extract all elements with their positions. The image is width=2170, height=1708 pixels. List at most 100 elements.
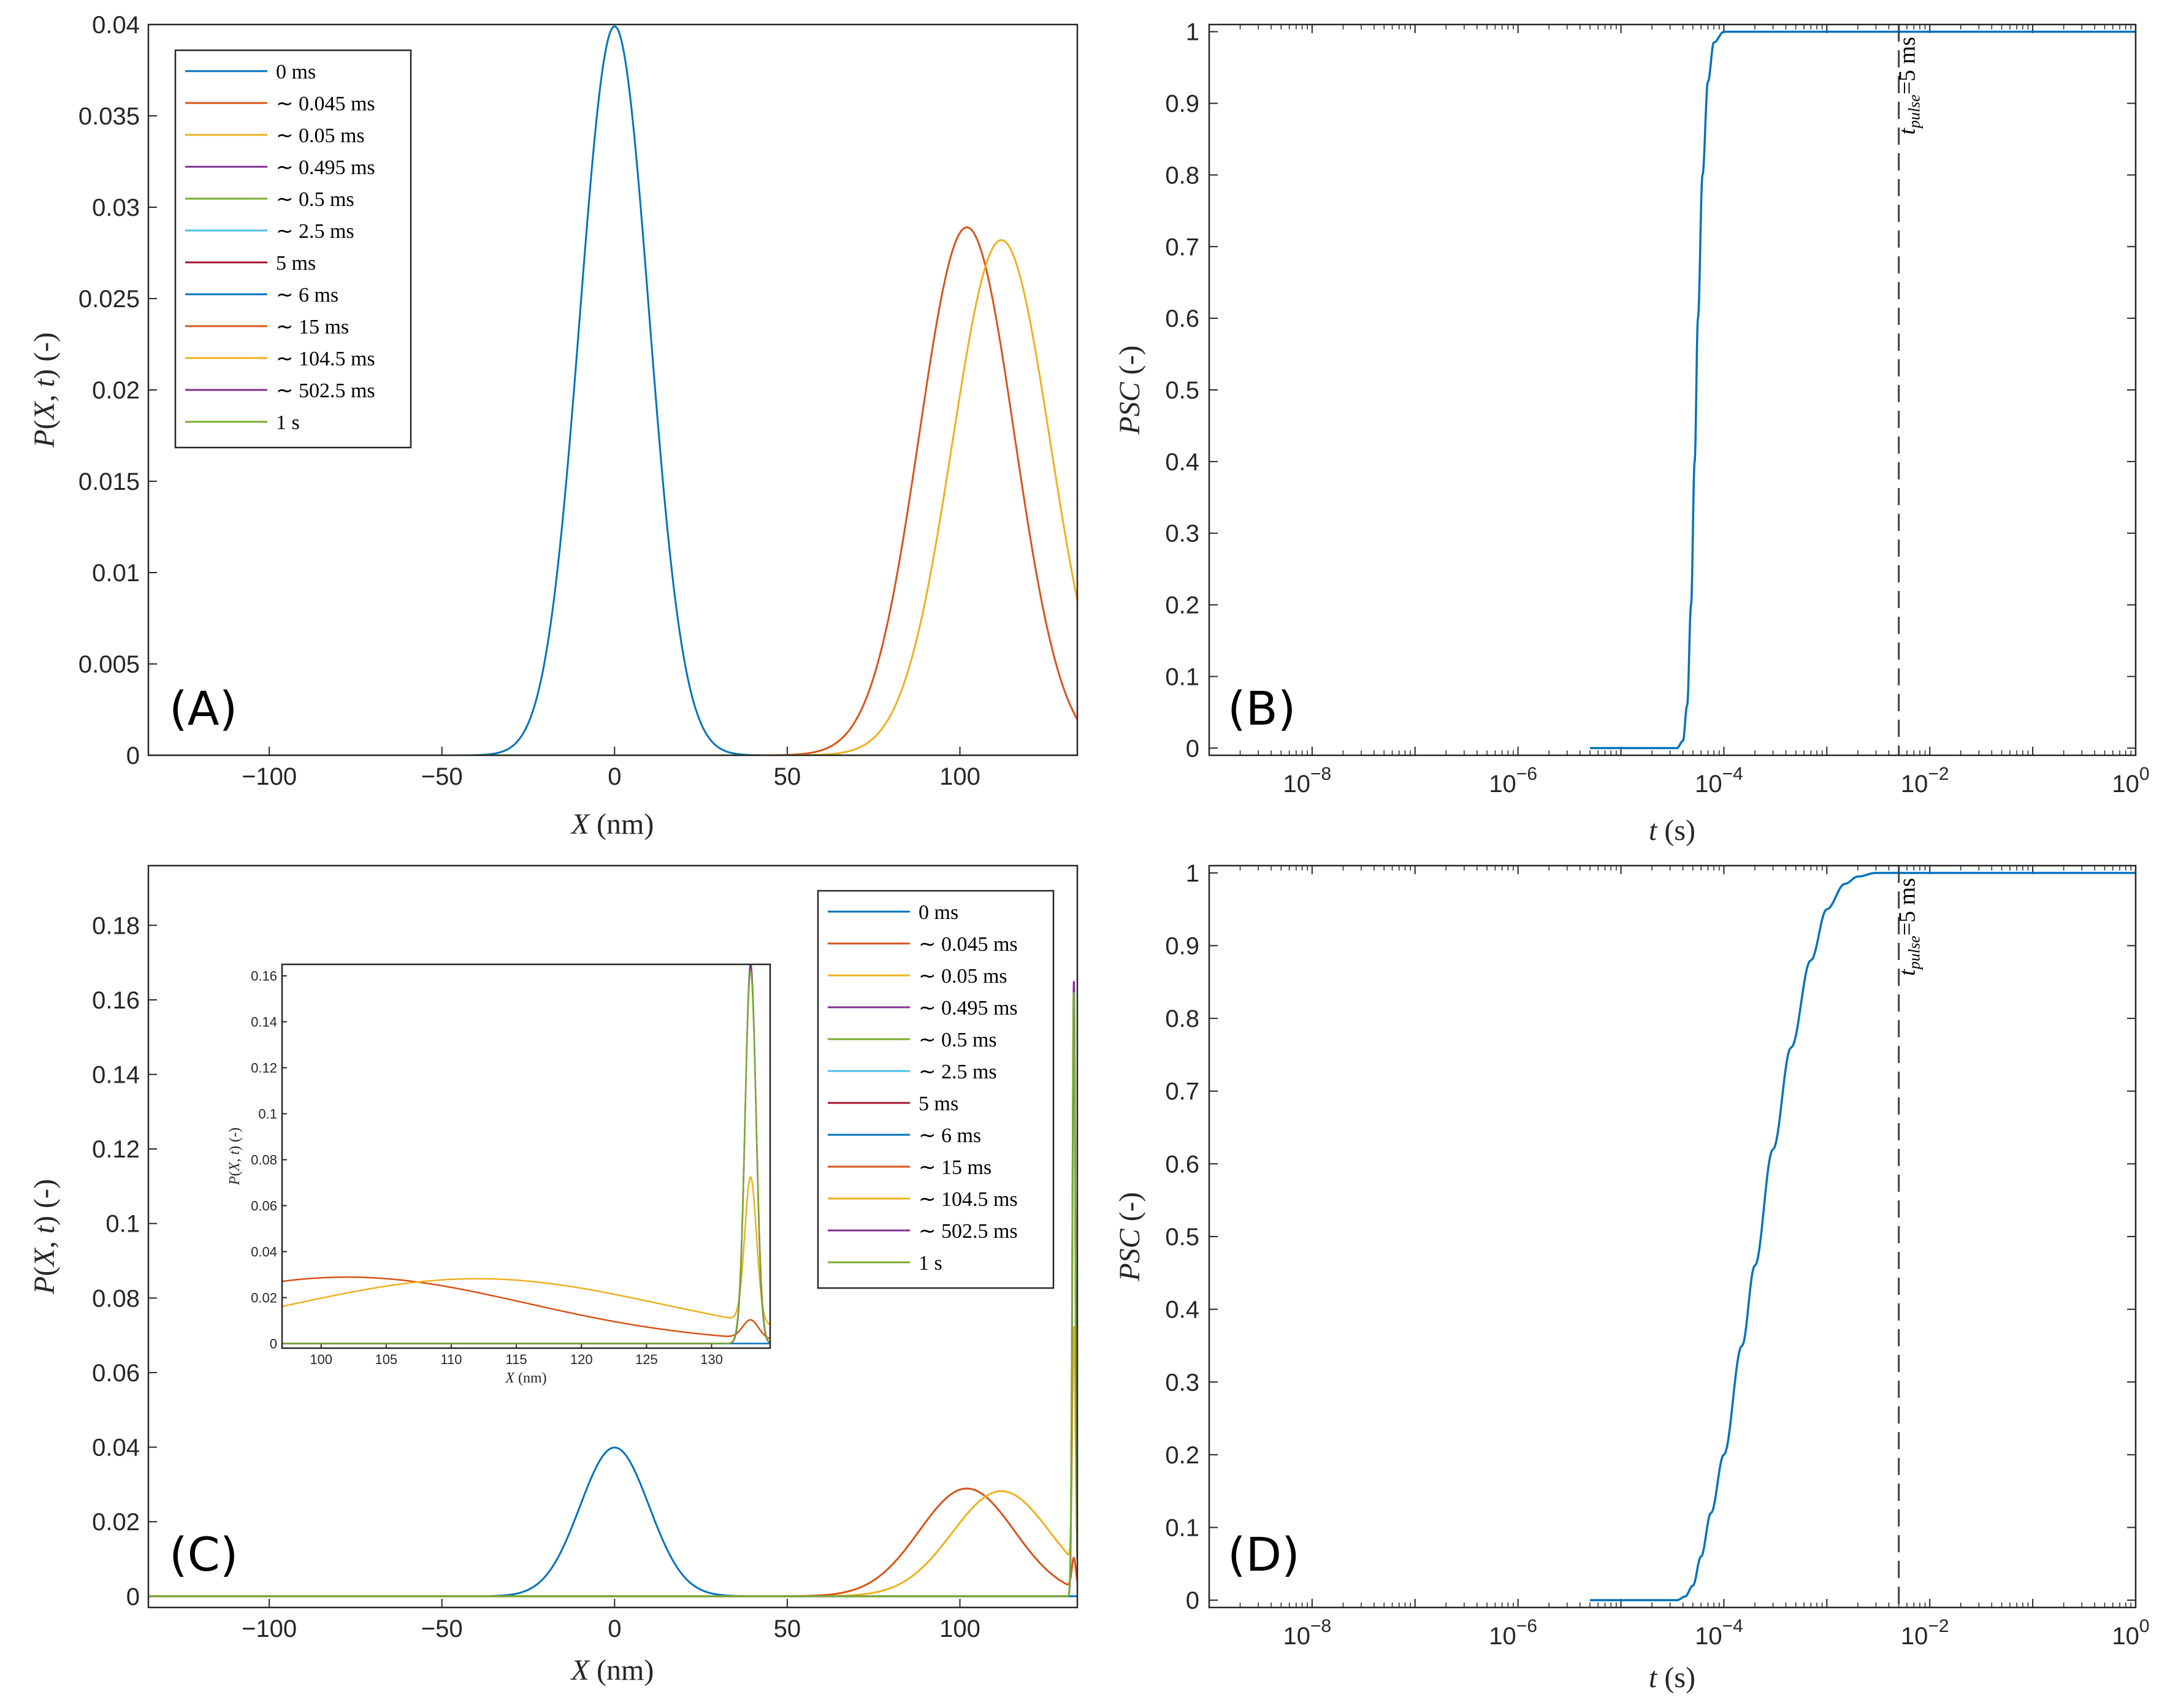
x-tick-label: −100 [242, 1615, 297, 1642]
legend-label: ∼ 104.5 ms [919, 1188, 1018, 1211]
series-line-0-ms [148, 25, 1077, 755]
x-tick-label: 10−4 [1695, 764, 1743, 798]
y-tick-label: 0 [1186, 735, 1199, 762]
y-tick-label: 0.14 [251, 1015, 277, 1030]
x-axis-label: X (nm) [570, 808, 654, 841]
x-tick-label: 105 [375, 1352, 397, 1367]
legend-label: 5 ms [919, 1092, 958, 1115]
series-line--0-05-ms [148, 239, 1077, 755]
series-line--0-045-ms [148, 226, 1077, 755]
y-tick-label: 0.7 [1165, 1078, 1199, 1105]
x-tick-label: 115 [506, 1352, 527, 1367]
y-tick-label: 0.06 [251, 1199, 277, 1214]
x-tick-label: 100 [2112, 764, 2149, 798]
y-tick-label: 0.8 [1165, 1005, 1199, 1032]
pulse-annotation: tpulse=5 ms [1895, 878, 1924, 976]
x-tick-label: 10−8 [1283, 764, 1332, 798]
x-axis-label: t (s) [1649, 1661, 1695, 1694]
axes-box [147, 864, 1079, 1609]
y-tick-label: 0.9 [1165, 932, 1199, 959]
y-tick-label: 0.08 [251, 1153, 277, 1168]
y-tick-label: 0.025 [78, 286, 140, 313]
y-tick-label: 0.5 [1165, 1224, 1199, 1251]
panel-d: 10−8 10−6 10−4 10−2 100 0 0.1 0.2 0.3 0.4 0.5 0.6 0.… [1114, 860, 2150, 1694]
y-axis-label: PSC (-) [1114, 345, 1146, 435]
legend-label: ∼ 2.5 ms [919, 1061, 997, 1083]
plot-area [1209, 25, 2136, 755]
x-tick-label: 10−4 [1695, 1616, 1743, 1650]
x-axis-label: X (nm) [570, 1654, 654, 1687]
legend-label: ∼ 104.5 ms [276, 348, 375, 370]
y-tick-label: 0.9 [1165, 91, 1199, 118]
y-tick-label: 0.06 [92, 1360, 140, 1387]
series-line--0-045-ms [282, 1276, 770, 1340]
panel-b: 10−8 10−6 10−4 10−2 100 0 0.1 0.2 0.3 0.4 0.5 0.6 0.… [1114, 19, 2150, 847]
y-tick-label: 0.1 [105, 1211, 140, 1238]
series-line-1-s [282, 969, 770, 1344]
y-tick-label: 0.01 [92, 560, 140, 587]
y-tick-label: 0.6 [1165, 305, 1199, 332]
y-tick-label: 0.1 [1165, 1515, 1199, 1542]
x-tick-label: 130 [700, 1352, 723, 1367]
x-tick-label: −50 [421, 1615, 463, 1642]
legend-box [174, 49, 412, 449]
x-tick-label: 100 [939, 1615, 980, 1642]
y-tick-label: 0.02 [251, 1291, 277, 1306]
y-tick-label: 0.1 [1165, 663, 1199, 690]
y-tick-label: 0.4 [1165, 1297, 1199, 1324]
inset-y-axis-label: P(X, t) (-) [227, 1127, 243, 1186]
y-tick-label: 0.3 [1165, 1369, 1199, 1396]
axes-box [1208, 23, 2137, 757]
x-tick-label: 10−6 [1489, 764, 1537, 798]
y-axis-label: PSC (-) [1114, 1192, 1146, 1281]
y-tick-label: 0.4 [1165, 449, 1199, 476]
legend-label: ∼ 0.045 ms [276, 93, 375, 115]
inset: 100 105 110 115 120 125 130 0 0.02 0.04 0.06 0.08 0.… [227, 963, 771, 1386]
x-tick-label: −50 [421, 763, 463, 790]
y-tick-label: 0.035 [78, 103, 140, 130]
x-tick-label: 10−2 [1901, 1616, 1949, 1650]
x-tick-label: 125 [635, 1352, 658, 1367]
legend-label: ∼ 6 ms [276, 284, 338, 307]
legend-label: ∼ 6 ms [919, 1124, 981, 1147]
y-tick-label: 0.1 [258, 1107, 277, 1122]
y-tick-label: 0.04 [251, 1245, 277, 1260]
panel-a: −100 −50 0 50 100 0 0.005 0.01 0.015 0.02 0.025 0.0… [28, 12, 1079, 841]
legend-label: ∼ 2.5 ms [276, 220, 354, 243]
plot-area [282, 964, 770, 1348]
plot-area [1209, 866, 2136, 1607]
axes-box [147, 23, 1079, 757]
y-tick-label: 0.12 [251, 1061, 277, 1076]
y-tick-label: 1 [1186, 19, 1199, 46]
y-tick-label: 0 [270, 1336, 277, 1352]
legend-label: 1 s [919, 1252, 942, 1275]
legend-label: ∼ 502.5 ms [276, 379, 375, 402]
legend-box [817, 890, 1055, 1289]
legend-label: ∼ 15 ms [919, 1156, 991, 1179]
y-tick-label: 0.02 [92, 377, 140, 404]
y-tick-label: 0 [1186, 1587, 1199, 1614]
x-tick-label: 110 [440, 1352, 462, 1367]
x-tick-label: 0 [608, 763, 621, 790]
y-tick-label: 0.08 [92, 1285, 140, 1312]
y-axis-label: P(X, t) (-) [28, 332, 61, 448]
legend-label: 1 s [276, 411, 300, 434]
x-tick-label: 100 [310, 1352, 332, 1367]
axes-box [281, 963, 771, 1349]
panel-c: −100 −50 0 50 100 0 0.02 0.04 0.06 0.08 0.1 0.12 0.1… [28, 864, 1079, 1687]
y-tick-label: 0.02 [92, 1509, 140, 1536]
y-tick-label: 0.2 [1165, 592, 1199, 619]
y-tick-label: 0.12 [92, 1136, 140, 1163]
series-group [148, 981, 1077, 1598]
legend-label: 0 ms [919, 901, 958, 924]
legend-label: ∼ 0.05 ms [919, 965, 1007, 988]
y-tick-label: 0.5 [1165, 377, 1199, 404]
panel-label: (A) [169, 681, 237, 736]
legend-label: ∼ 0.5 ms [919, 1029, 997, 1051]
pulse-annotation: tpulse=5 ms [1895, 37, 1924, 135]
x-tick-label: 100 [2112, 1616, 2149, 1650]
legend-label: ∼ 502.5 ms [919, 1220, 1018, 1243]
y-tick-label: 0.04 [92, 1435, 140, 1462]
y-tick-label: 0 [126, 1584, 140, 1611]
